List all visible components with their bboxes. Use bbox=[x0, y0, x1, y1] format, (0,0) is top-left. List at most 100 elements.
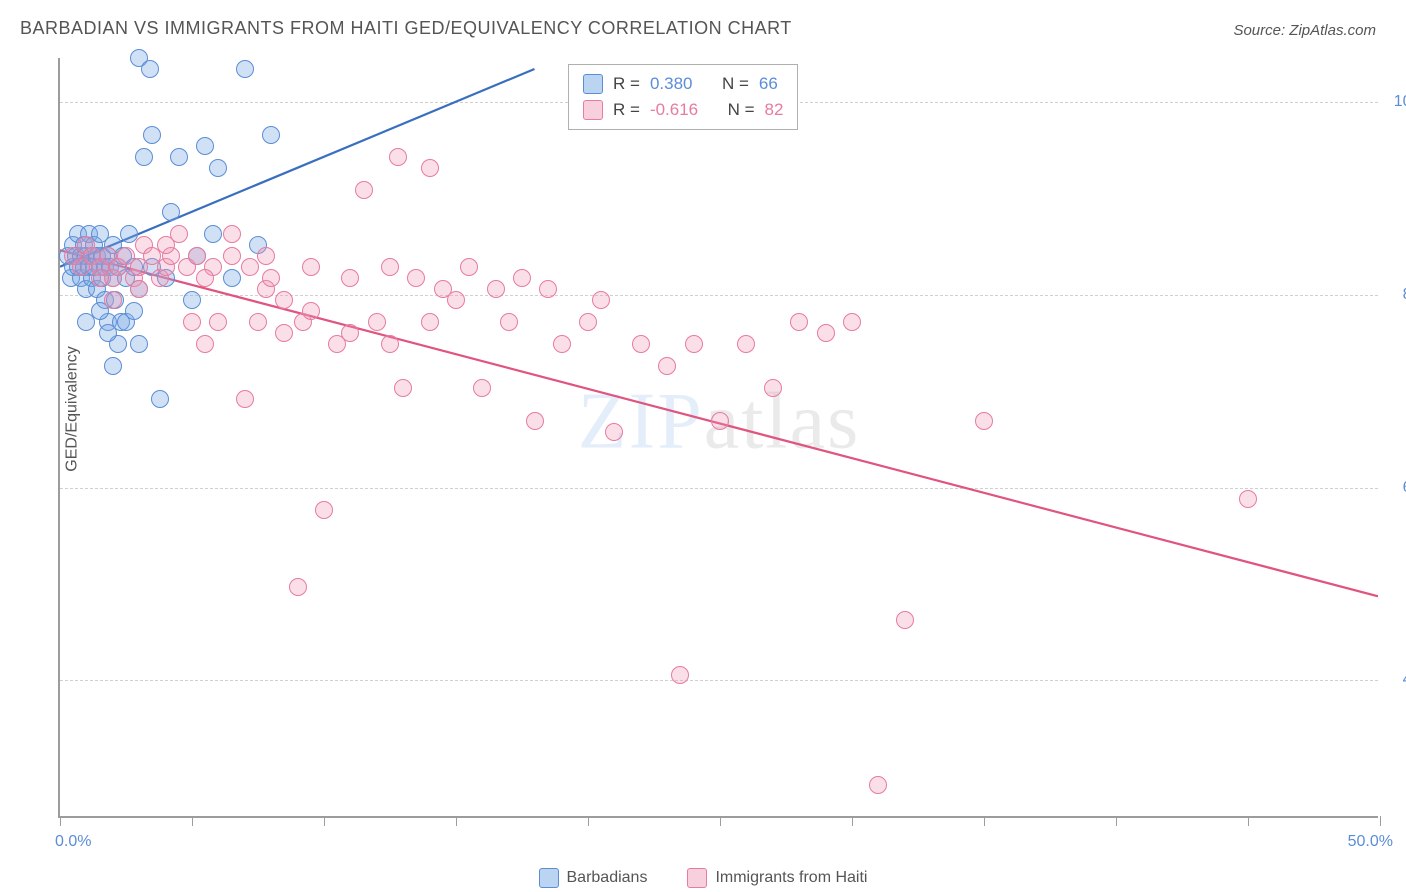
data-point bbox=[685, 335, 703, 353]
swatch-pink bbox=[687, 868, 707, 888]
plot-area: ZIPatlas 100.0%82.5%65.0%47.5% 0.0% 50.0… bbox=[58, 58, 1378, 818]
gridline bbox=[60, 488, 1378, 489]
data-point bbox=[99, 324, 117, 342]
x-tick bbox=[852, 816, 853, 826]
x-axis-max-label: 50.0% bbox=[1348, 833, 1393, 851]
data-point bbox=[130, 280, 148, 298]
x-axis-min-label: 0.0% bbox=[55, 833, 91, 851]
x-tick bbox=[192, 816, 193, 826]
data-point bbox=[275, 291, 293, 309]
y-tick-label: 65.0% bbox=[1388, 479, 1406, 497]
data-point bbox=[275, 324, 293, 342]
data-point bbox=[368, 313, 386, 331]
data-point bbox=[407, 269, 425, 287]
data-point bbox=[539, 280, 557, 298]
source-attribution: Source: ZipAtlas.com bbox=[1233, 22, 1376, 39]
data-point bbox=[151, 390, 169, 408]
x-tick bbox=[324, 816, 325, 826]
data-point bbox=[592, 291, 610, 309]
data-point bbox=[170, 148, 188, 166]
stats-row-series2: R = -0.616 N = 82 bbox=[583, 97, 783, 123]
data-point bbox=[91, 269, 109, 287]
data-point bbox=[120, 225, 138, 243]
data-point bbox=[143, 126, 161, 144]
data-point bbox=[302, 258, 320, 276]
data-point bbox=[196, 137, 214, 155]
data-point bbox=[196, 335, 214, 353]
data-point bbox=[605, 423, 623, 441]
data-point bbox=[209, 159, 227, 177]
data-point bbox=[671, 666, 689, 684]
data-point bbox=[381, 335, 399, 353]
data-point bbox=[223, 247, 241, 265]
data-point bbox=[896, 611, 914, 629]
data-point bbox=[389, 148, 407, 166]
data-point bbox=[257, 247, 275, 265]
data-point bbox=[223, 269, 241, 287]
data-point bbox=[302, 302, 320, 320]
data-point bbox=[204, 225, 222, 243]
swatch-blue bbox=[583, 74, 603, 94]
x-tick bbox=[456, 816, 457, 826]
data-point bbox=[460, 258, 478, 276]
data-point bbox=[262, 269, 280, 287]
x-tick bbox=[60, 816, 61, 826]
data-point bbox=[975, 412, 993, 430]
bottom-legend: Barbadians Immigrants from Haiti bbox=[0, 868, 1406, 888]
r-value-series1: 0.380 bbox=[650, 74, 693, 94]
data-point bbox=[526, 412, 544, 430]
data-point bbox=[183, 313, 201, 331]
x-tick bbox=[1380, 816, 1381, 826]
data-point bbox=[355, 181, 373, 199]
data-point bbox=[711, 412, 729, 430]
data-point bbox=[487, 280, 505, 298]
data-point bbox=[141, 60, 159, 78]
data-point bbox=[183, 291, 201, 309]
x-tick bbox=[984, 816, 985, 826]
n-value-series2: 82 bbox=[765, 100, 784, 120]
data-point bbox=[553, 335, 571, 353]
data-point bbox=[236, 60, 254, 78]
gridline bbox=[60, 295, 1378, 296]
data-point bbox=[315, 501, 333, 519]
data-point bbox=[473, 379, 491, 397]
n-value-series1: 66 bbox=[759, 74, 778, 94]
data-point bbox=[249, 313, 267, 331]
legend-label-series1: Barbadians bbox=[567, 869, 648, 887]
data-point bbox=[289, 578, 307, 596]
data-point bbox=[764, 379, 782, 397]
data-point bbox=[188, 247, 206, 265]
data-point bbox=[104, 357, 122, 375]
data-point bbox=[421, 313, 439, 331]
y-tick-label: 82.5% bbox=[1388, 286, 1406, 304]
y-tick-label: 47.5% bbox=[1388, 671, 1406, 689]
data-point bbox=[1239, 490, 1257, 508]
swatch-pink bbox=[583, 100, 603, 120]
data-point bbox=[381, 258, 399, 276]
data-point bbox=[130, 335, 148, 353]
n-label: N = bbox=[722, 74, 749, 94]
r-label: R = bbox=[613, 100, 640, 120]
gridline bbox=[60, 680, 1378, 681]
r-value-series2: -0.616 bbox=[650, 100, 698, 120]
data-point bbox=[447, 291, 465, 309]
data-point bbox=[241, 258, 259, 276]
data-point bbox=[513, 269, 531, 287]
data-point bbox=[500, 313, 518, 331]
data-point bbox=[632, 335, 650, 353]
data-point bbox=[394, 379, 412, 397]
data-point bbox=[341, 269, 359, 287]
data-point bbox=[135, 148, 153, 166]
data-point bbox=[209, 313, 227, 331]
data-point bbox=[579, 313, 597, 331]
data-point bbox=[737, 335, 755, 353]
watermark-part-a: ZIP bbox=[578, 377, 704, 465]
legend-label-series2: Immigrants from Haiti bbox=[715, 869, 867, 887]
data-point bbox=[157, 236, 175, 254]
data-point bbox=[658, 357, 676, 375]
swatch-blue bbox=[539, 868, 559, 888]
x-tick bbox=[1116, 816, 1117, 826]
legend-item-series2: Immigrants from Haiti bbox=[687, 868, 867, 888]
x-tick bbox=[588, 816, 589, 826]
y-tick-label: 100.0% bbox=[1388, 93, 1406, 111]
